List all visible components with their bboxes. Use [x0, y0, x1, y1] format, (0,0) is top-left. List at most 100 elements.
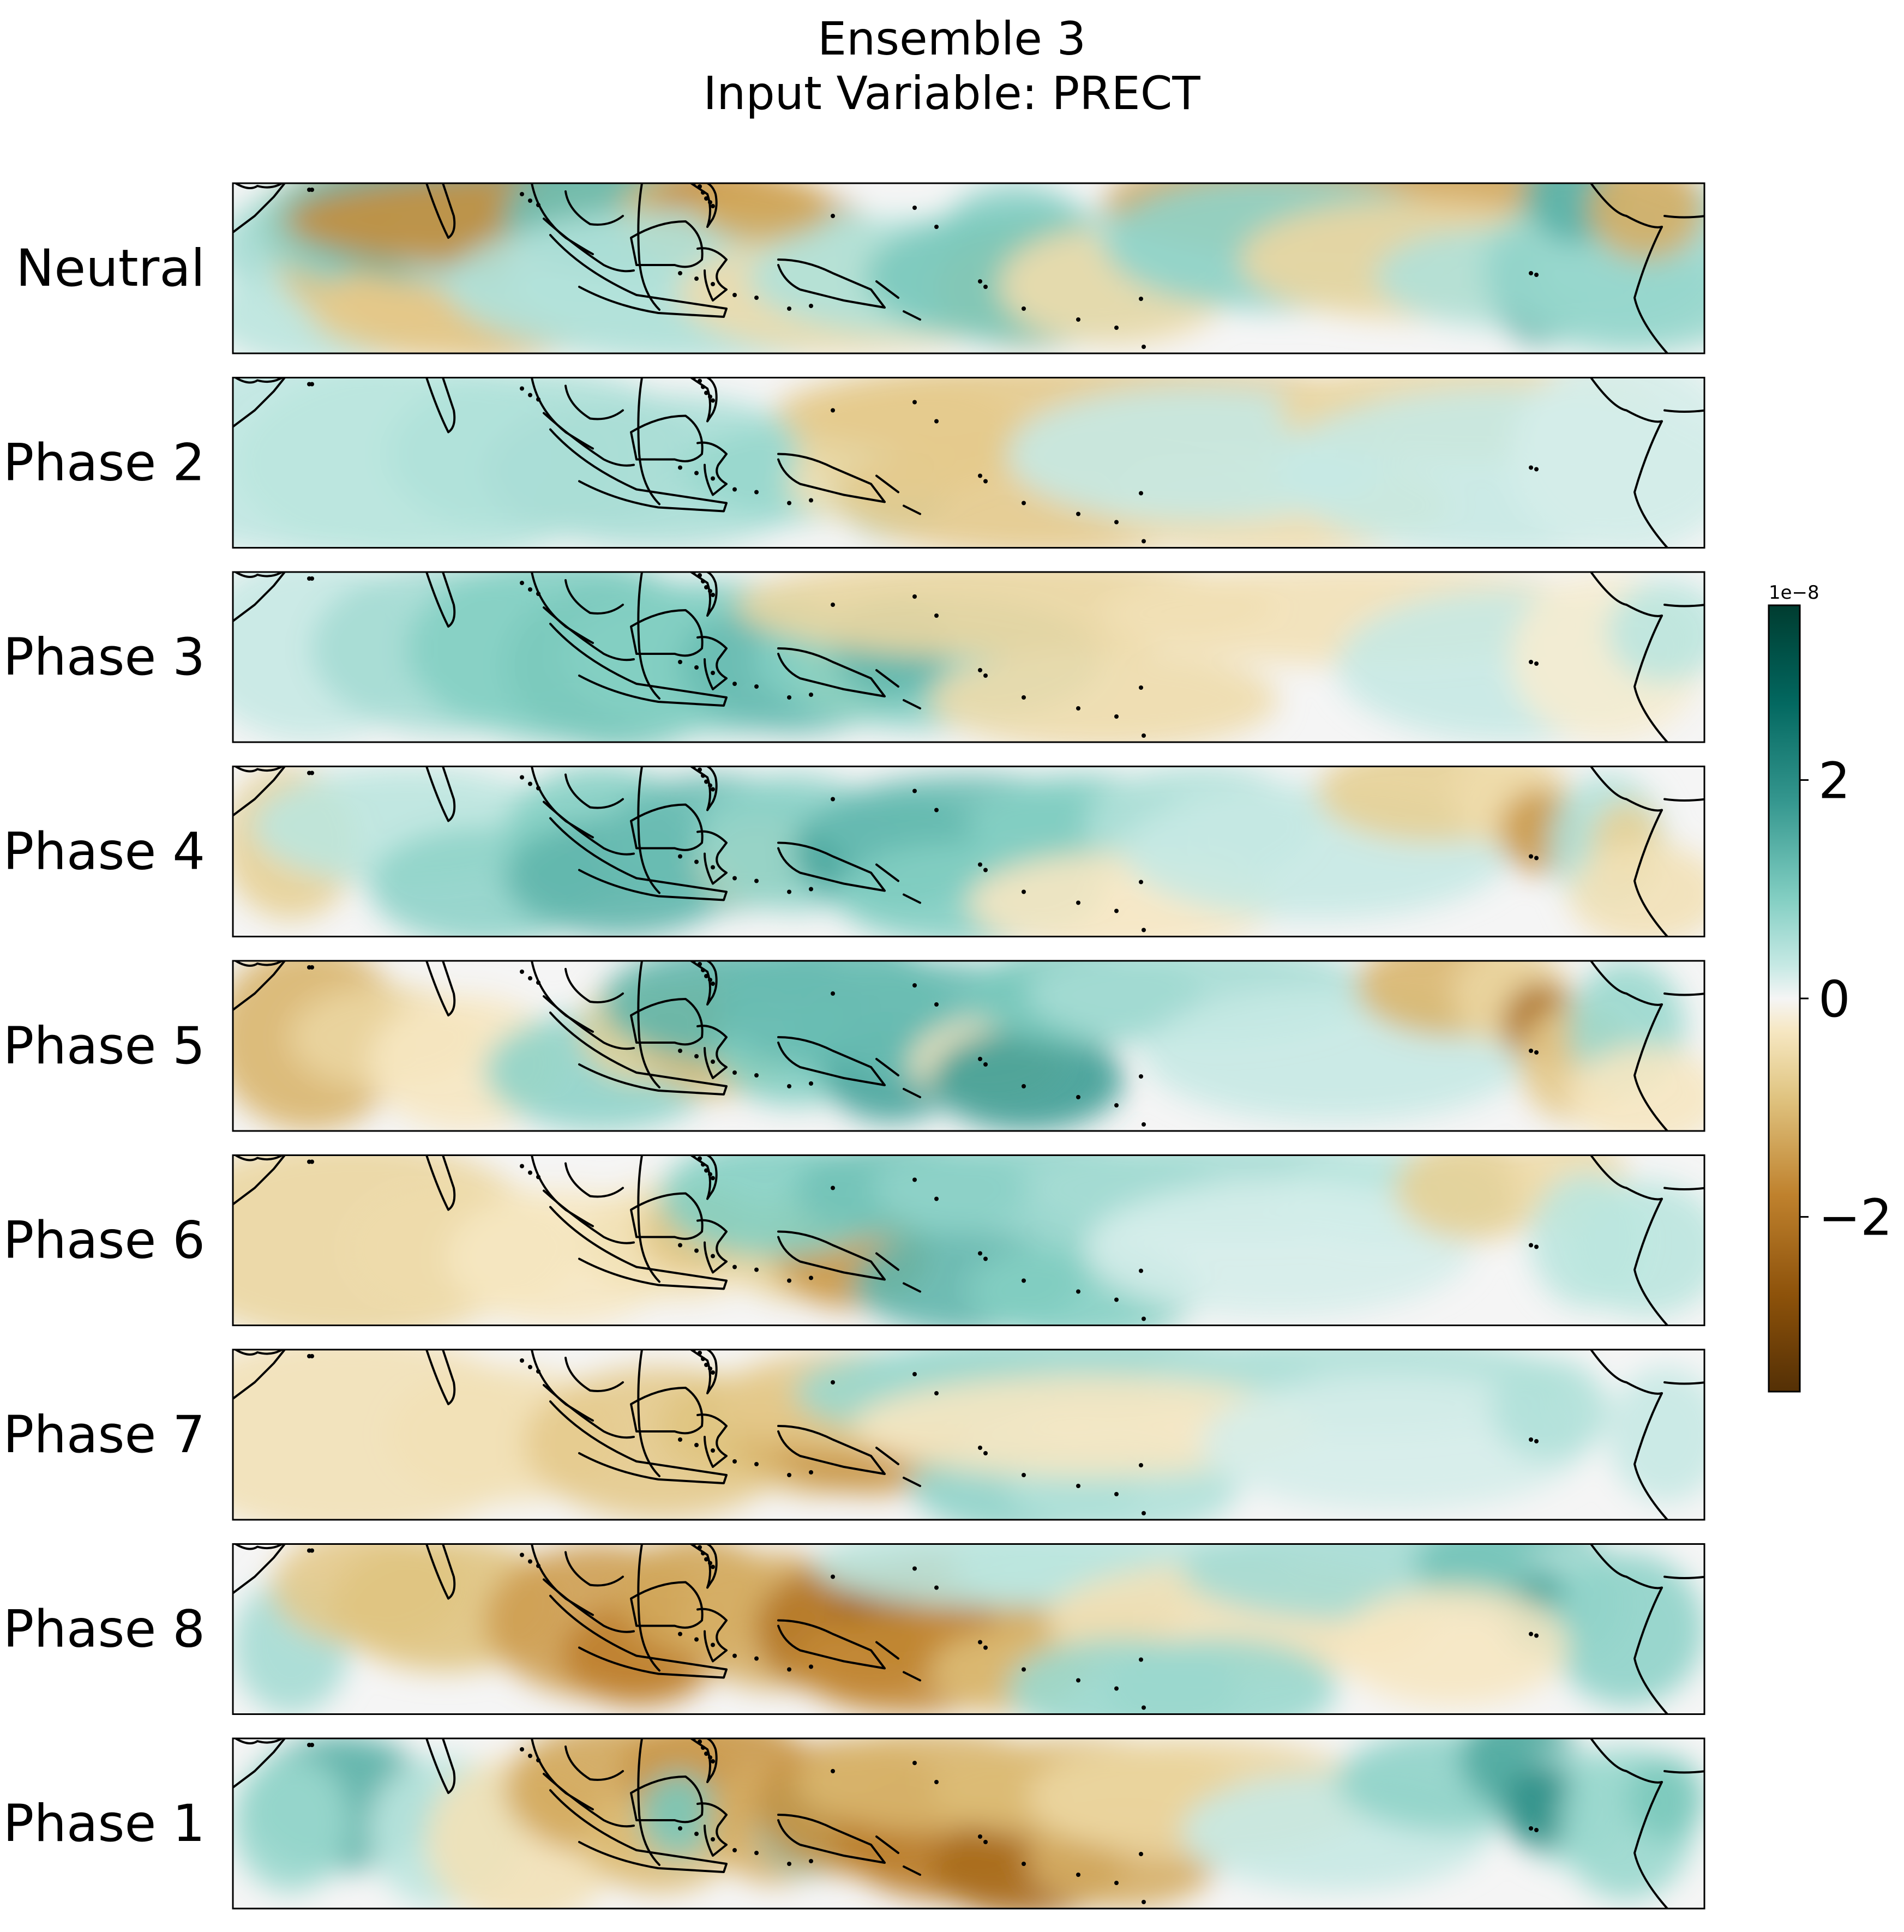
island-dot	[1022, 501, 1026, 505]
island-dot	[698, 1351, 702, 1355]
coastline-segment	[690, 183, 718, 228]
island-dot	[1022, 695, 1026, 700]
coastline-segment	[543, 218, 635, 273]
island-dot	[1740, 382, 1745, 387]
island-dot	[912, 1566, 917, 1571]
island-dot	[711, 865, 715, 870]
coastline-segment	[564, 968, 624, 1003]
island-dot	[1740, 965, 1745, 970]
island-dot	[983, 1451, 988, 1455]
coastline-segment	[875, 1252, 899, 1271]
island-dot	[520, 386, 524, 391]
anomaly-cell-6-16	[1395, 1155, 1549, 1241]
anomaly-cell-5-22	[1569, 1046, 1704, 1131]
island-dot	[787, 501, 791, 505]
island-dot	[678, 1826, 682, 1831]
coastline-segment	[690, 1738, 718, 1783]
island-dot	[1076, 317, 1080, 322]
island-dot	[1076, 1289, 1080, 1294]
coastline-segment	[564, 190, 624, 226]
anomaly-cell-5-13	[930, 1028, 1124, 1131]
island-dot	[831, 1769, 835, 1773]
island-dot	[708, 1561, 712, 1566]
island-dot	[520, 581, 524, 585]
island-dot	[701, 1746, 705, 1750]
island-dot	[754, 684, 759, 689]
panel-label-5: Phase 5	[3, 1016, 205, 1076]
coastline-segment	[875, 669, 899, 688]
island-dot	[1139, 1657, 1143, 1662]
island-dot	[1736, 181, 1740, 185]
coastline-segment	[777, 647, 886, 697]
anomaly-field	[233, 1738, 1704, 1909]
island-dot	[701, 579, 705, 583]
heatmap-panel-9	[233, 1738, 1745, 1909]
coastline-segment	[630, 220, 704, 268]
island-dot	[701, 968, 705, 972]
coastline-segment	[875, 1447, 899, 1465]
island-dot	[978, 1834, 982, 1839]
island-dot	[1142, 1900, 1146, 1904]
island-dot	[934, 1585, 939, 1590]
island-dot	[978, 1251, 982, 1256]
coastline-segment	[1633, 1781, 1668, 1909]
island-dot	[310, 576, 314, 581]
island-dot	[310, 1159, 314, 1164]
anomaly-field	[233, 572, 1704, 742]
island-dot	[694, 276, 699, 281]
panel-label-1: Neutral	[16, 239, 205, 298]
coastline-segment	[235, 1155, 283, 1161]
coastline-segment	[903, 893, 921, 904]
island-dot	[787, 1084, 791, 1088]
coastline-segment	[425, 961, 456, 1016]
island-dot	[809, 887, 813, 892]
colorbar-offset-label: 1e−8	[1769, 582, 1819, 604]
island-dot	[708, 1367, 712, 1371]
island-dot	[1114, 326, 1119, 330]
coastline-segment	[233, 961, 286, 1011]
coastline-segment	[425, 572, 456, 628]
island-dot	[711, 1837, 715, 1841]
island-dot	[732, 1848, 737, 1852]
coastline-segment	[235, 377, 283, 384]
island-dot	[711, 1448, 715, 1453]
island-dot	[536, 980, 540, 985]
coastline-segment	[543, 412, 635, 467]
coastline-segment	[637, 1350, 660, 1477]
island-dot	[754, 1073, 759, 1078]
island-dot	[694, 1248, 699, 1253]
coastline-segment	[425, 377, 456, 434]
coastline-segment	[903, 310, 921, 321]
coastline-segment	[543, 995, 635, 1050]
island-dot	[704, 390, 708, 395]
anomaly-field	[233, 1155, 1704, 1326]
coastline-segment	[543, 1384, 635, 1439]
island-dot	[701, 1551, 705, 1556]
island-dot	[520, 1747, 524, 1752]
coastline-segment	[425, 1544, 456, 1600]
island-dot	[528, 1170, 532, 1175]
island-dot	[310, 1743, 314, 1747]
coastline-segment	[549, 623, 728, 707]
island-dot	[310, 1354, 314, 1358]
island-dot	[983, 1840, 988, 1844]
heatmap-panel-4	[233, 766, 1704, 937]
island-dot	[978, 1057, 982, 1061]
coastline-segment	[696, 247, 728, 302]
island-dot	[1076, 1678, 1080, 1683]
coastline-segment	[1590, 1738, 1663, 1784]
island-dot	[701, 1162, 705, 1167]
island-dot	[983, 1645, 988, 1650]
island-dot	[1740, 1743, 1745, 1747]
island-dot	[1142, 1511, 1146, 1515]
colorbar-tick-label: −2	[1818, 1189, 1893, 1247]
island-dot	[1529, 271, 1533, 275]
island-dot	[708, 1172, 712, 1177]
coastline-segment	[875, 474, 899, 493]
island-dot	[536, 1369, 540, 1374]
island-dot	[1529, 1049, 1533, 1053]
coastline-segment	[1590, 1155, 1663, 1201]
panel-frame	[232, 571, 1705, 743]
coastline-segment	[630, 803, 704, 851]
island-dot	[1142, 733, 1146, 738]
